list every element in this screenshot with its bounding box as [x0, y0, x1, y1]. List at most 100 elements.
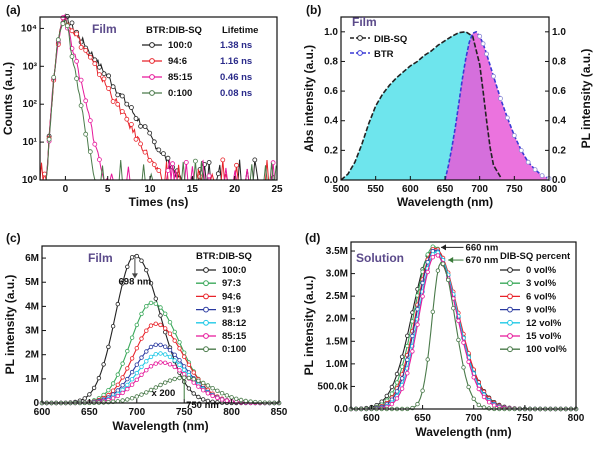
x-tick-label: 5 [105, 184, 111, 195]
spectrum-point [399, 386, 405, 391]
panel-heading: Film [88, 251, 113, 265]
spectrum-point [162, 344, 168, 349]
y-tick-label: 10⁰ [22, 175, 37, 186]
spectrum-point [120, 398, 125, 403]
spectrum-point [96, 375, 102, 381]
spectrum-point [134, 253, 139, 259]
spectrum-point [394, 380, 400, 385]
legend-marker [507, 319, 513, 326]
decay-point [234, 162, 239, 168]
y-tick-label: 1.5M [326, 336, 348, 347]
y-axis-label: PL intensity (a.u.) [302, 276, 316, 376]
decay-point [74, 76, 79, 81]
legend-label: 3 vol% [526, 278, 557, 289]
y-axis-label: Abs intensity (a.u.) [302, 45, 316, 152]
decay-point [215, 171, 221, 177]
spectrum-point [471, 396, 476, 401]
spectrum-point [87, 392, 92, 397]
lifetime-label: 1.38 ns [220, 40, 252, 51]
spectrum-point [399, 364, 405, 369]
spectrum-point [144, 390, 149, 395]
lifetime-label: 1.16 ns [220, 56, 252, 67]
spectrum-point [196, 394, 201, 400]
decay-point [133, 116, 139, 121]
x-tick-label: 500 [333, 184, 350, 195]
spectrum-point [144, 304, 149, 309]
annotation-peak-2: 750 nm [186, 400, 219, 411]
decay-point [87, 54, 93, 60]
legend-label: 94:6 [168, 56, 187, 67]
y-right-tick-label: 0.0 [552, 175, 566, 186]
x-tick-label: 750 [176, 407, 193, 418]
x-tick-label: 800 [568, 413, 585, 424]
x-tick-label: 700 [471, 184, 488, 195]
spectrum-point [440, 261, 446, 266]
plot-frame [350, 241, 577, 410]
spectrum-point [120, 281, 125, 286]
spectrum-point [215, 388, 220, 393]
spectrum-point [158, 313, 163, 318]
series-point [525, 159, 531, 165]
panel-label: (d) [305, 231, 320, 245]
spectrum-point [144, 267, 149, 273]
plot-frame [41, 245, 280, 404]
legend-title: BTR:DIB-SQ [146, 25, 202, 36]
spectrum-point [210, 386, 215, 391]
x-tick-label: 700 [128, 407, 145, 418]
legend-label: 0 vol% [526, 265, 557, 276]
spectrum-point [456, 318, 461, 323]
y-tick-label: 0.0 [334, 404, 348, 415]
spectrum-point [177, 346, 182, 351]
spectrum-point [125, 397, 130, 402]
spectrum-point [139, 392, 144, 397]
legend-label: 15 vol% [526, 331, 562, 342]
spectrum-point [158, 305, 163, 310]
spectrum-point [153, 296, 158, 301]
x-tick-label: 600 [34, 407, 51, 418]
decay-point [78, 77, 84, 83]
spectrum-point [219, 391, 225, 396]
decay-point [252, 157, 258, 163]
legend-label: 0:100 [222, 344, 246, 355]
y-tick-label: 10¹ [23, 137, 38, 148]
x-tick-label: 650 [437, 184, 454, 195]
spectrum-point [219, 397, 225, 402]
spectrum-point [394, 396, 400, 401]
decay-point [106, 73, 111, 79]
decay-point [92, 141, 98, 147]
spectrum-point [144, 359, 149, 364]
spectrum-point [191, 370, 196, 375]
spectrum-point [115, 301, 120, 307]
spectrum-point [120, 361, 125, 366]
x-axis-label: Times (ns) [129, 195, 189, 209]
y-tick-label: 10⁴ [21, 23, 37, 34]
area-fill-BTR [445, 31, 549, 180]
legend-label: 100:0 [222, 265, 246, 276]
decay-point [87, 149, 93, 155]
legend-label: 12 vol% [526, 318, 562, 329]
spectrum-point [420, 388, 425, 393]
legend-marker [507, 280, 513, 287]
decay-point [97, 64, 102, 70]
spectrum-point [153, 342, 158, 347]
spectrum-point [430, 255, 435, 260]
x-tick-label: 650 [414, 413, 431, 424]
spectrum-point [177, 375, 182, 381]
spectrum-point [172, 338, 177, 343]
decay-point [74, 31, 79, 37]
legend-marker [507, 333, 513, 339]
spectrum-point [425, 269, 430, 275]
spectrum-point [115, 393, 120, 399]
spectrum-point [167, 378, 173, 383]
decay-point [156, 168, 162, 173]
panel-a: 0 5 10 15 20 25 10⁰ 10¹ 10² 10³ 10⁴ Times (ns) Count… [1, 3, 283, 209]
decay-point [192, 158, 198, 164]
x-tick-label: 25 [271, 184, 283, 195]
spectrum-point [461, 365, 466, 370]
annotation-peak: 698 nm [119, 277, 152, 288]
legend-marker [203, 319, 209, 326]
plot-frame [39, 16, 278, 181]
legend-marker [203, 333, 209, 339]
decay-point [124, 116, 130, 122]
spectrum-point [492, 403, 497, 408]
